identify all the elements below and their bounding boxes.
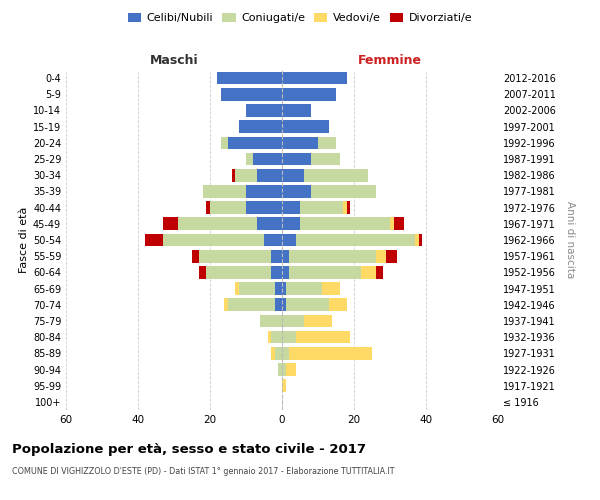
Bar: [224, 298, 228, 311]
Bar: [192, 250, 199, 262]
Bar: [221, 136, 228, 149]
Bar: [271, 347, 275, 360]
Bar: [282, 218, 300, 230]
Bar: [361, 266, 376, 278]
Bar: [282, 266, 289, 278]
Bar: [282, 380, 286, 392]
Bar: [282, 136, 318, 149]
Text: Femmine: Femmine: [358, 54, 422, 67]
Bar: [228, 136, 282, 149]
Bar: [206, 266, 271, 278]
Bar: [296, 331, 350, 344]
Bar: [163, 234, 264, 246]
Bar: [282, 202, 300, 214]
Bar: [343, 202, 347, 214]
Bar: [221, 88, 282, 101]
Bar: [289, 266, 361, 278]
Y-axis label: Fasce di età: Fasce di età: [19, 207, 29, 273]
Y-axis label: Anni di nascita: Anni di nascita: [565, 202, 575, 278]
Bar: [199, 250, 271, 262]
Bar: [394, 218, 404, 230]
Bar: [246, 185, 282, 198]
Bar: [300, 218, 390, 230]
Bar: [217, 72, 282, 85]
Bar: [275, 282, 282, 295]
Bar: [268, 331, 271, 344]
Bar: [347, 202, 350, 214]
Bar: [210, 202, 246, 214]
Bar: [203, 185, 246, 198]
Bar: [206, 202, 210, 214]
Bar: [282, 120, 329, 133]
Bar: [386, 250, 397, 262]
Bar: [304, 169, 368, 181]
Bar: [289, 347, 372, 360]
Bar: [322, 282, 340, 295]
Bar: [311, 185, 376, 198]
Bar: [228, 298, 275, 311]
Bar: [282, 314, 304, 328]
Text: Maschi: Maschi: [149, 54, 199, 67]
Bar: [278, 363, 282, 376]
Bar: [275, 298, 282, 311]
Bar: [282, 331, 296, 344]
Bar: [282, 152, 311, 166]
Bar: [282, 282, 286, 295]
Bar: [282, 185, 311, 198]
Bar: [257, 218, 282, 230]
Bar: [264, 234, 282, 246]
Bar: [271, 331, 282, 344]
Bar: [275, 347, 282, 360]
Legend: Celibi/Nubili, Coniugati/e, Vedovi/e, Divorziati/e: Celibi/Nubili, Coniugati/e, Vedovi/e, Di…: [124, 8, 476, 28]
Bar: [282, 298, 286, 311]
Bar: [286, 363, 296, 376]
Bar: [282, 363, 286, 376]
Bar: [235, 282, 239, 295]
Bar: [376, 266, 383, 278]
Bar: [286, 298, 329, 311]
Bar: [304, 314, 332, 328]
Bar: [145, 234, 163, 246]
Bar: [286, 282, 322, 295]
Bar: [239, 120, 282, 133]
Bar: [282, 250, 289, 262]
Bar: [239, 282, 275, 295]
Bar: [199, 266, 206, 278]
Text: COMUNE DI VIGHIZZOLO D'ESTE (PD) - Dati ISTAT 1° gennaio 2017 - Elaborazione TUT: COMUNE DI VIGHIZZOLO D'ESTE (PD) - Dati …: [12, 468, 395, 476]
Bar: [419, 234, 422, 246]
Bar: [311, 152, 340, 166]
Bar: [235, 169, 257, 181]
Bar: [296, 234, 415, 246]
Bar: [289, 250, 376, 262]
Bar: [271, 266, 282, 278]
Bar: [178, 218, 257, 230]
Bar: [271, 250, 282, 262]
Bar: [163, 218, 178, 230]
Bar: [282, 234, 296, 246]
Bar: [282, 88, 336, 101]
Bar: [415, 234, 419, 246]
Bar: [246, 152, 253, 166]
Bar: [282, 169, 304, 181]
Text: Popolazione per età, sesso e stato civile - 2017: Popolazione per età, sesso e stato civil…: [12, 442, 366, 456]
Bar: [282, 347, 289, 360]
Bar: [282, 104, 311, 117]
Bar: [376, 250, 386, 262]
Bar: [246, 202, 282, 214]
Bar: [246, 104, 282, 117]
Bar: [260, 314, 282, 328]
Bar: [232, 169, 235, 181]
Bar: [257, 169, 282, 181]
Bar: [300, 202, 343, 214]
Bar: [390, 218, 394, 230]
Bar: [253, 152, 282, 166]
Bar: [329, 298, 347, 311]
Bar: [282, 72, 347, 85]
Bar: [318, 136, 336, 149]
